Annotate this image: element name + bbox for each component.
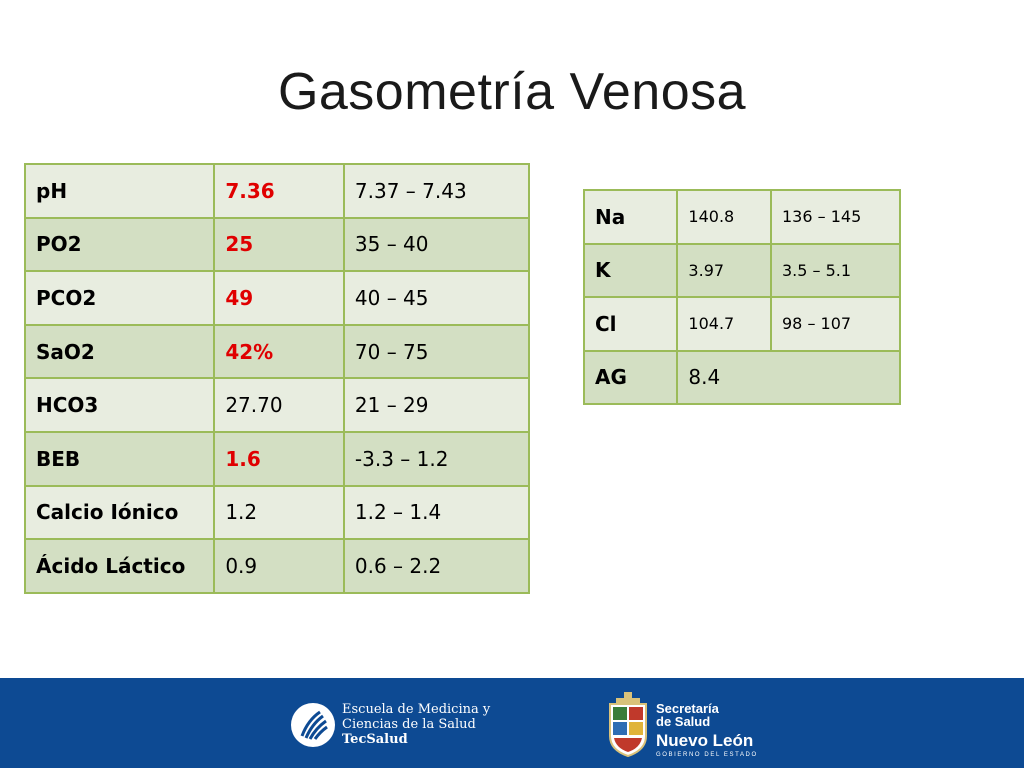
- value-cell: 1.2: [213, 484, 345, 541]
- table-row: BEB 1.6 -3.3 – 1.2: [23, 430, 531, 487]
- range-cell: 40 – 45: [342, 270, 531, 326]
- escuela-logo: Escuela de Medicina y Ciencias de la Sal…: [290, 700, 490, 750]
- state-coat-of-arms-icon: [609, 692, 647, 758]
- nuevo-leon-logo: Secretaría de Salud Nuevo León GOBIERNO …: [606, 692, 756, 758]
- param-cell: PCO2: [23, 270, 216, 326]
- table-row: PCO2 49 40 – 45: [23, 270, 531, 326]
- range-cell: -3.3 – 1.2: [342, 430, 531, 487]
- range-cell: 1.2 – 1.4: [342, 484, 531, 541]
- range-cell: 3.5 – 5.1: [770, 242, 901, 298]
- gobierno-label: GOBIERNO DEL ESTADO: [656, 752, 758, 758]
- escuela-name: Escuela de Medicina y Ciencias de la Sal…: [342, 702, 490, 747]
- range-cell: 7.37 – 7.43: [342, 163, 531, 219]
- state-name: Nuevo León: [656, 731, 754, 750]
- table-row: Na 140.8 136 – 145: [582, 189, 901, 245]
- range-cell: 35 – 40: [342, 216, 531, 273]
- secretaria-line: Secretaría: [656, 701, 719, 716]
- value-cell: 27.70: [213, 377, 345, 433]
- range-cell: 70 – 75: [342, 323, 531, 380]
- table-row: PO2 25 35 – 40: [23, 216, 531, 273]
- value-cell: 49: [213, 270, 345, 326]
- value-cell: 1.6: [213, 430, 345, 487]
- table-row: HCO3 27.70 21 – 29: [23, 377, 531, 433]
- value-cell: 140.8: [676, 189, 772, 245]
- value-cell: 8.4: [676, 349, 901, 405]
- table-row: SaO2 42% 70 – 75: [23, 323, 531, 380]
- table-row: K 3.97 3.5 – 5.1: [582, 242, 901, 298]
- range-cell: 136 – 145: [770, 189, 901, 245]
- escuela-line: Escuela de Medicina y: [342, 702, 491, 717]
- table-row: Calcio Iónico 1.2 1.2 – 1.4: [23, 484, 531, 541]
- table-row: pH 7.36 7.37 – 7.43: [23, 163, 531, 219]
- secretaria-line: de Salud: [656, 714, 711, 729]
- param-cell: Ácido Láctico: [23, 538, 216, 594]
- param-cell: K: [582, 242, 679, 298]
- escuela-line: Ciencias de la Salud: [342, 717, 476, 732]
- table-row: AG 8.4: [582, 349, 901, 405]
- param-cell: PO2: [23, 216, 216, 273]
- nuevo-leon-text: Secretaría de Salud Nuevo León GOBIERNO …: [656, 702, 758, 759]
- param-cell: HCO3: [23, 377, 216, 433]
- param-cell: pH: [23, 163, 216, 219]
- range-cell: 98 – 107: [770, 296, 901, 352]
- value-cell: 0.9: [213, 538, 345, 594]
- value-cell: 104.7: [676, 296, 772, 352]
- table-row: Cl 104.7 98 – 107: [582, 296, 901, 352]
- range-cell: 21 – 29: [342, 377, 531, 433]
- param-cell: Cl: [582, 296, 679, 352]
- value-cell: 25: [213, 216, 345, 273]
- table-row: Ácido Láctico 0.9 0.6 – 2.2: [23, 538, 531, 594]
- param-cell: Na: [582, 189, 679, 245]
- param-cell: BEB: [23, 430, 216, 487]
- footer-bar: Escuela de Medicina y Ciencias de la Sal…: [0, 678, 1024, 768]
- param-cell: SaO2: [23, 323, 216, 380]
- escuela-line: TecSalud: [342, 732, 408, 747]
- electrolyte-table: Na 140.8 136 – 145 K 3.97 3.5 – 5.1 Cl 1…: [582, 189, 901, 405]
- range-cell: 0.6 – 2.2: [342, 538, 531, 594]
- value-cell: 7.36: [213, 163, 345, 219]
- blood-gas-table: pH 7.36 7.37 – 7.43 PO2 25 35 – 40 PCO2 …: [23, 163, 531, 594]
- slide-title: Gasometría Venosa: [277, 63, 747, 121]
- param-cell: AG: [582, 349, 679, 405]
- value-cell: 42%: [213, 323, 345, 380]
- param-cell: Calcio Iónico: [23, 484, 216, 541]
- tecsalud-flame-icon: [291, 703, 335, 747]
- value-cell: 3.97: [676, 242, 772, 298]
